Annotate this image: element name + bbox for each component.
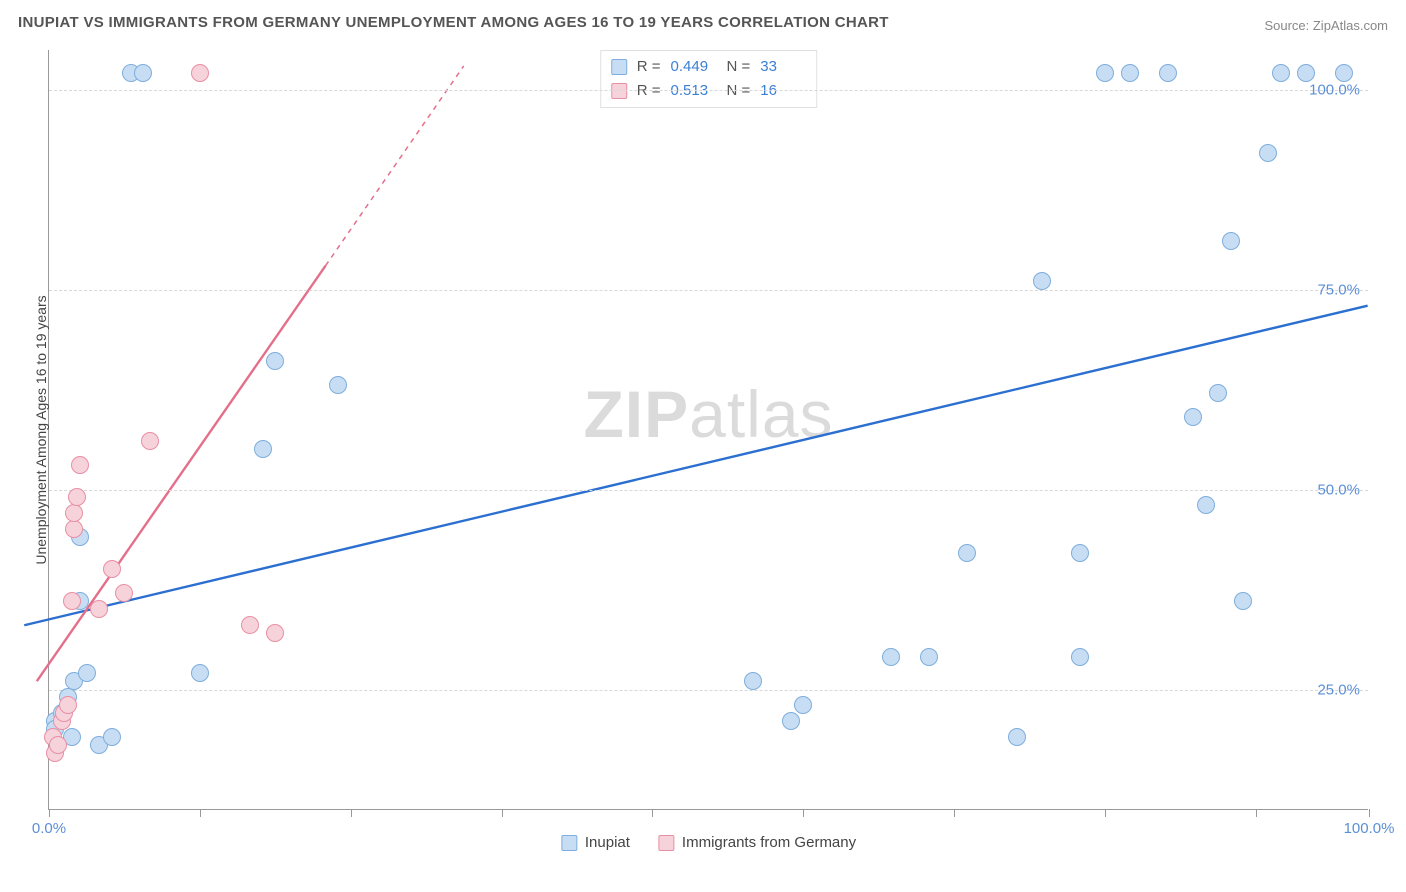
legend-row-series-1: R = 0.513 N = 16 [611, 79, 807, 103]
data-point [266, 352, 284, 370]
n-value-0: 33 [760, 55, 806, 79]
y-tick-label: 75.0% [1317, 282, 1360, 299]
x-tick [502, 809, 503, 817]
x-tick [1256, 809, 1257, 817]
gridline [49, 290, 1368, 291]
x-tick [803, 809, 804, 817]
data-point [71, 456, 89, 474]
data-point [1272, 64, 1290, 82]
data-point [1209, 384, 1227, 402]
data-point [141, 432, 159, 450]
x-tick [652, 809, 653, 817]
data-point [1259, 144, 1277, 162]
x-tick [954, 809, 955, 817]
data-point [65, 504, 83, 522]
gridline [49, 690, 1368, 691]
data-point [1033, 272, 1051, 290]
r-value-0: 0.449 [671, 55, 717, 79]
data-point [794, 696, 812, 714]
x-tick [1369, 809, 1370, 817]
data-point [191, 664, 209, 682]
data-point [1159, 64, 1177, 82]
data-point [1222, 232, 1240, 250]
data-point [329, 376, 347, 394]
x-tick [1105, 809, 1106, 817]
legend-swatch-0 [611, 59, 627, 75]
gridline [49, 90, 1368, 91]
legend-item-swatch-0 [561, 835, 577, 851]
correlation-legend: R = 0.449 N = 33 R = 0.513 N = 16 [600, 50, 818, 108]
legend-item-label-0: Inupiat [585, 834, 630, 851]
series-legend: Inupiat Immigrants from Germany [561, 834, 856, 851]
data-point [103, 728, 121, 746]
data-point [266, 624, 284, 642]
data-point [1096, 64, 1114, 82]
data-point [254, 440, 272, 458]
data-point [1121, 64, 1139, 82]
y-tick-label: 25.0% [1317, 682, 1360, 699]
r-label: R = [637, 55, 661, 79]
trend-lines-layer [49, 50, 1368, 809]
data-point [68, 488, 86, 506]
data-point [49, 736, 67, 754]
watermark-light: atlas [689, 377, 833, 451]
y-tick-label: 50.0% [1317, 482, 1360, 499]
data-point [1071, 648, 1089, 666]
plot-area: Unemployment Among Ages 16 to 19 years Z… [48, 50, 1368, 810]
data-point [1071, 544, 1089, 562]
data-point [1197, 496, 1215, 514]
y-tick-label: 100.0% [1309, 82, 1360, 99]
data-point [78, 664, 96, 682]
x-tick-label: 0.0% [32, 820, 66, 837]
data-point [65, 520, 83, 538]
x-tick [200, 809, 201, 817]
watermark: ZIPatlas [583, 376, 833, 452]
n-label: N = [727, 79, 751, 103]
data-point [920, 648, 938, 666]
data-point [1008, 728, 1026, 746]
legend-swatch-1 [611, 83, 627, 99]
data-point [90, 600, 108, 618]
legend-item-swatch-1 [658, 835, 674, 851]
legend-row-series-0: R = 0.449 N = 33 [611, 55, 807, 79]
data-point [63, 592, 81, 610]
data-point [1335, 64, 1353, 82]
data-point [191, 64, 209, 82]
trend-line-extrapolated [326, 66, 464, 266]
trend-line [24, 306, 1367, 626]
data-point [744, 672, 762, 690]
data-point [115, 584, 133, 602]
data-point [882, 648, 900, 666]
watermark-bold: ZIP [583, 377, 689, 451]
data-point [958, 544, 976, 562]
data-point [782, 712, 800, 730]
data-point [134, 64, 152, 82]
legend-item-1: Immigrants from Germany [658, 834, 856, 851]
data-point [103, 560, 121, 578]
legend-item-label-1: Immigrants from Germany [682, 834, 856, 851]
y-axis-label: Unemployment Among Ages 16 to 19 years [33, 295, 49, 564]
r-label: R = [637, 79, 661, 103]
source-attribution: Source: ZipAtlas.com [1264, 18, 1388, 33]
n-value-1: 16 [760, 79, 806, 103]
r-value-1: 0.513 [671, 79, 717, 103]
data-point [1184, 408, 1202, 426]
data-point [241, 616, 259, 634]
legend-item-0: Inupiat [561, 834, 630, 851]
x-tick [49, 809, 50, 817]
data-point [59, 696, 77, 714]
data-point [1234, 592, 1252, 610]
chart-title: INUPIAT VS IMMIGRANTS FROM GERMANY UNEMP… [18, 14, 889, 31]
x-tick [351, 809, 352, 817]
n-label: N = [727, 55, 751, 79]
gridline [49, 490, 1368, 491]
x-tick-label: 100.0% [1344, 820, 1395, 837]
data-point [1297, 64, 1315, 82]
